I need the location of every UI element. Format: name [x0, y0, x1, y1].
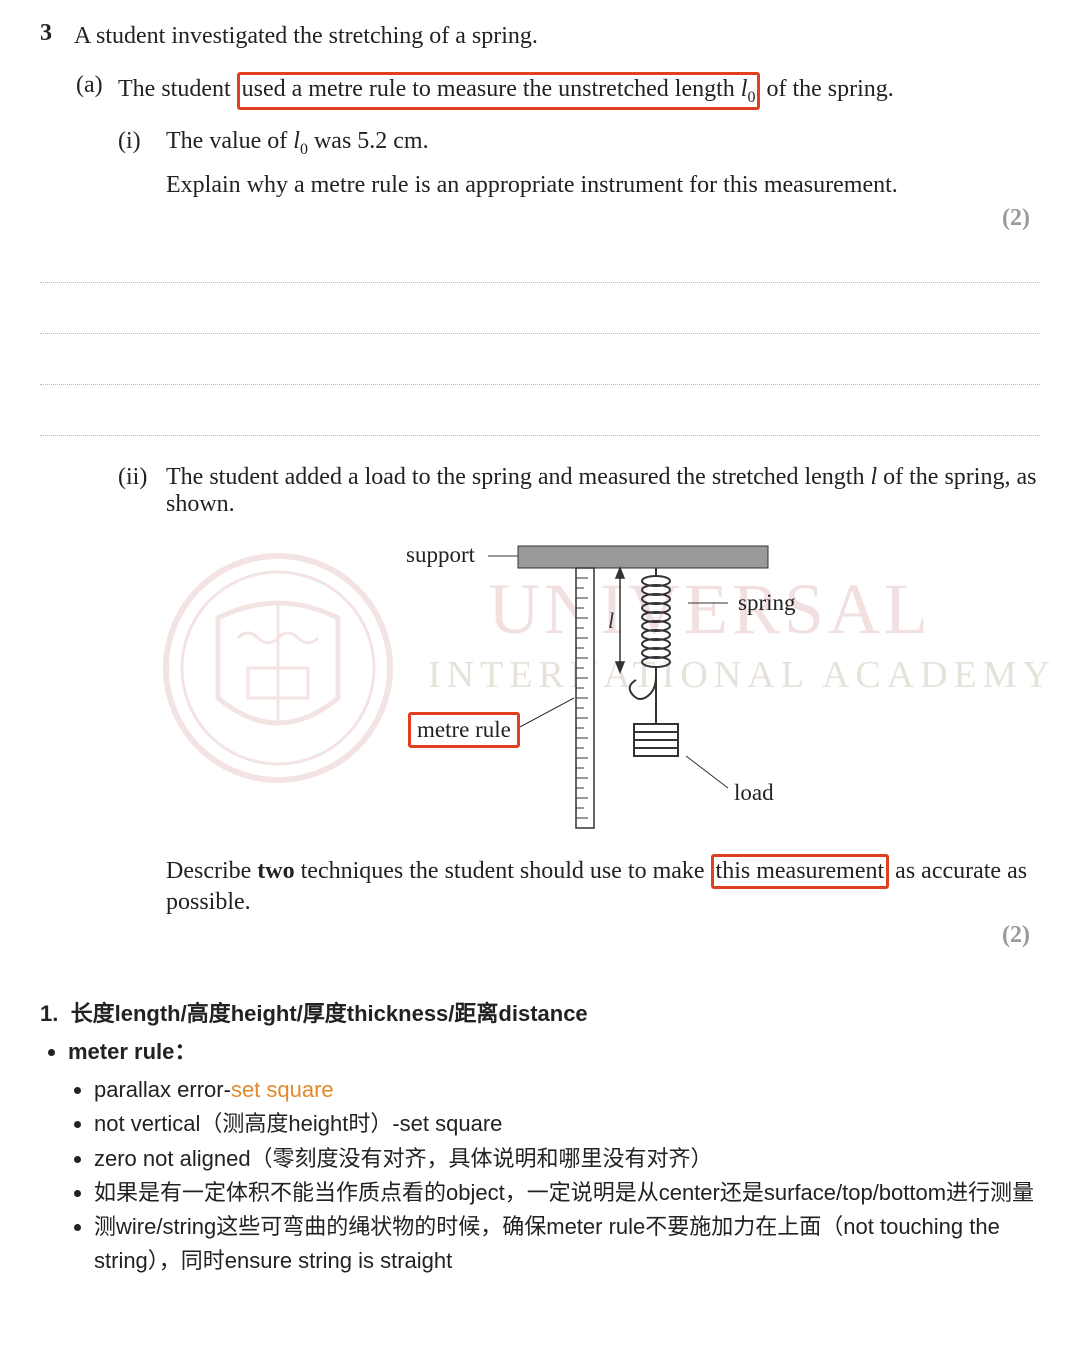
- notes-section: 1. 长度length/高度height/厚度thickness/距离dista…: [0, 979, 1080, 1308]
- answer-line: [40, 232, 1040, 283]
- part-a-hl-sub: 0: [747, 88, 755, 105]
- a-ii-q-pre: Describe: [166, 858, 257, 884]
- part-a-highlight-text: used a metre rule to measure the unstret…: [242, 76, 741, 102]
- part-a-i-line1: The value of l0 was 5.2 cm.: [166, 128, 1040, 159]
- answer-line: [40, 385, 1040, 436]
- a-ii-q-bold: two: [257, 858, 294, 884]
- notes-subheading-item: meter rule： parallax error-set square no…: [68, 1035, 1040, 1278]
- a-i-l1-post: was 5.2 cm.: [308, 128, 429, 154]
- notes-b1a: parallax error-: [94, 1077, 231, 1102]
- part-a-post: of the spring.: [760, 76, 893, 102]
- answer-line: [40, 283, 1040, 334]
- part-a-ii-marks: (2): [118, 922, 1040, 949]
- a-ii-q-highlight: this measurement: [711, 854, 890, 889]
- diagram-spring-label: spring: [738, 590, 796, 616]
- a-i-l1-pre: The value of: [166, 128, 293, 154]
- part-a-label: (a): [76, 72, 118, 110]
- notes-b1b: set square: [231, 1077, 334, 1102]
- diagram-metre-rule-label: metre rule: [408, 712, 520, 748]
- notes-bullet: 测wire/string这些可弯曲的绳状物的时候，确保meter rule不要施…: [94, 1210, 1040, 1278]
- watermark-badge-icon: [158, 548, 398, 788]
- notes-bullet: zero not aligned（零刻度没有对齐，具体说明和哪里没有对齐）: [94, 1142, 1040, 1176]
- notes-subheading: meter rule：: [68, 1039, 196, 1064]
- notes-bullet: 如果是有一定体积不能当作质点看的object，一定说明是从center还是sur…: [94, 1176, 1040, 1210]
- part-a-i-line2: Explain why a metre rule is an appropria…: [166, 172, 1040, 199]
- part-a-pre: The student: [118, 76, 237, 102]
- part-a-i-marks: (2): [118, 205, 1040, 232]
- diagram-support-label: support: [406, 542, 475, 568]
- notes-bullet: not vertical（测高度height时）-set square: [94, 1107, 1040, 1141]
- diagram-area: UNIVERSAL INTERNATIONAL ACADEMY: [118, 528, 1040, 848]
- notes-heading: 长度length/高度height/厚度thickness/距离distance: [71, 1001, 588, 1026]
- question-stem: A student investigated the stretching of…: [74, 20, 1040, 54]
- part-a-i-label: (i): [118, 128, 166, 200]
- diagram-l-var: l: [608, 608, 614, 633]
- part-a-ii-label: (ii): [118, 464, 166, 518]
- notes-number: 1.: [40, 1001, 58, 1026]
- a-ii-q-mid: techniques the student should use to mak…: [295, 858, 711, 884]
- spring-diagram: l: [398, 528, 878, 838]
- notes-bullet: parallax error-set square: [94, 1073, 1040, 1107]
- part-a-ii-para: The student added a load to the spring a…: [166, 464, 1040, 518]
- a-ii-pre: The student added a load to the spring a…: [166, 464, 870, 490]
- a-i-l1-sub: 0: [300, 140, 308, 157]
- question-number: 3: [40, 20, 74, 54]
- part-a-highlight: used a metre rule to measure the unstret…: [237, 72, 761, 110]
- part-a-ii-question: Describe two techniques the student shou…: [166, 854, 1040, 916]
- answer-line: [40, 334, 1040, 385]
- diagram-load-label: load: [734, 780, 774, 806]
- part-a-text: The student used a metre rule to measure…: [118, 72, 1040, 110]
- a-i-l1-var: l: [293, 128, 300, 154]
